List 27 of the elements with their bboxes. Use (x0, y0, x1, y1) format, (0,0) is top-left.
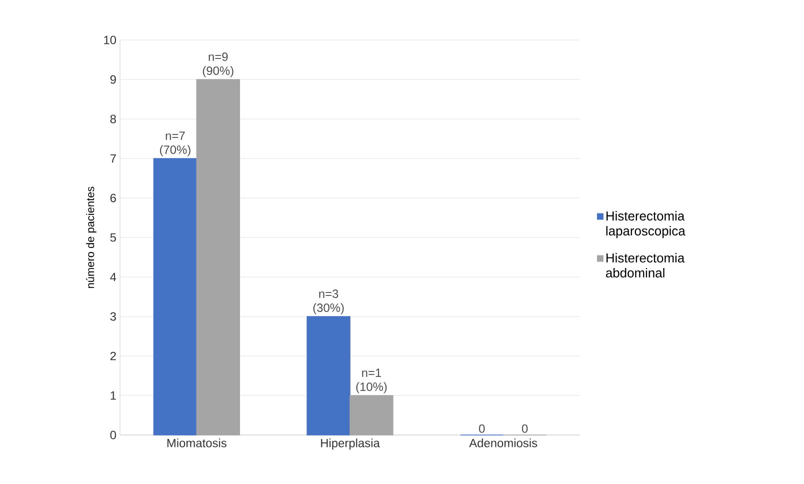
x-tick-label: Hiperplasia (321, 438, 380, 450)
y-tick-label: 2 (110, 352, 116, 360)
y-tick-label: 9 (110, 75, 116, 84)
bar (306, 316, 350, 436)
bar (153, 158, 198, 436)
data-label: n=1 (10%) (356, 368, 387, 394)
y-tick-label: 10 (104, 36, 116, 44)
legend-label: Histerectomia abdominal (606, 253, 685, 278)
data-label: n=3 (30%) (313, 290, 344, 314)
y-tick-label: 0 (110, 430, 116, 440)
y-tick-label: 6 (110, 194, 116, 202)
x-tick-label: Miomatosis (167, 438, 226, 448)
y-tick-label: 4 (110, 272, 116, 282)
data-label: n=9 (90%) (202, 52, 234, 78)
y-tick-label: 8 (110, 114, 116, 124)
data-label: 0 (479, 424, 485, 433)
y-tick-label: 3 (110, 312, 116, 321)
y-tick-label: 1 (110, 391, 116, 400)
legend-label: Histerectomia laparoscopica (606, 211, 686, 238)
y-tick-label: 7 (110, 154, 116, 163)
y-tick-label: 5 (110, 233, 116, 242)
data-label: n=7 (70%) (160, 132, 190, 156)
y-axis-title: número de pacientes (86, 186, 96, 288)
data-label: 0 (522, 424, 528, 433)
bar (350, 395, 394, 436)
x-tick-label: Adenomiosis (469, 438, 538, 448)
bar (196, 79, 240, 436)
